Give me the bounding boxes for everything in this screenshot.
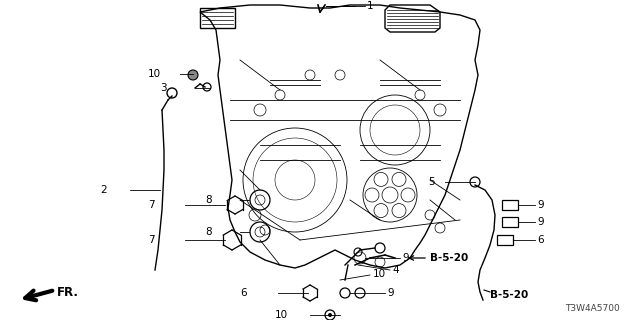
Circle shape — [188, 70, 198, 80]
Text: B-5-20: B-5-20 — [430, 253, 468, 263]
Text: 7: 7 — [148, 200, 155, 210]
Text: 9: 9 — [537, 200, 543, 210]
Circle shape — [328, 313, 332, 317]
Text: 10: 10 — [275, 310, 288, 320]
Text: B-5-20: B-5-20 — [490, 290, 528, 300]
Text: 6: 6 — [537, 235, 543, 245]
Text: 8: 8 — [205, 227, 212, 237]
Text: 6: 6 — [240, 288, 246, 298]
Text: FR.: FR. — [57, 286, 79, 300]
Text: 1: 1 — [367, 1, 374, 11]
Text: 10: 10 — [148, 69, 161, 79]
Text: 9: 9 — [402, 253, 408, 263]
Text: 7: 7 — [148, 235, 155, 245]
Text: 3: 3 — [160, 83, 166, 93]
Text: 9: 9 — [387, 288, 394, 298]
Text: 8: 8 — [205, 195, 212, 205]
Text: 5: 5 — [428, 177, 435, 187]
Text: 9: 9 — [537, 217, 543, 227]
Text: 4: 4 — [392, 265, 399, 275]
Text: 2: 2 — [100, 185, 107, 195]
Text: 10: 10 — [373, 269, 386, 279]
Text: T3W4A5700: T3W4A5700 — [565, 304, 620, 313]
